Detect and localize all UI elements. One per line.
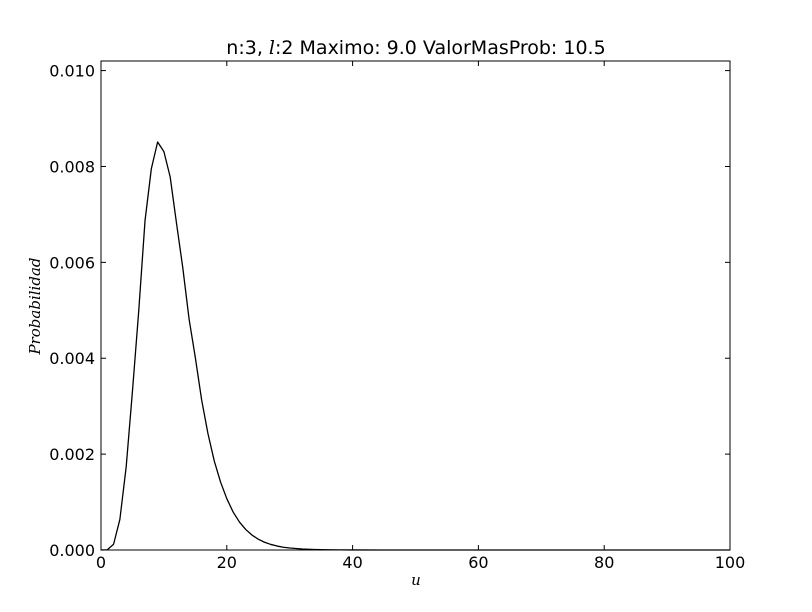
y-tick-label: 0.008 xyxy=(49,157,95,176)
x-tick-label: 80 xyxy=(594,553,614,572)
y-tick-label: 0.000 xyxy=(49,541,95,560)
x-axis-label: u xyxy=(411,571,421,589)
axes-frame xyxy=(100,60,731,551)
y-axis: 0.000 0.002 0.004 0.006 0.008 0.010 xyxy=(49,62,730,560)
y-tick-label: 0.010 xyxy=(49,62,95,81)
chart-title-symbol: l xyxy=(269,37,275,59)
chart-title-suffix: :2 Maximo: 9.0 ValorMasProb: 10.5 xyxy=(275,37,606,59)
x-axis: 0 20 40 60 80 100 xyxy=(96,61,745,572)
y-axis-label: Probabilidad xyxy=(26,258,44,356)
y-tick-label: 0.006 xyxy=(49,253,95,272)
chart-title: n:3, l:2 Maximo: 9.0 ValorMasProb: 10.5 xyxy=(226,37,605,59)
x-tick-label: 60 xyxy=(468,553,488,572)
x-tick-label: 40 xyxy=(342,553,362,572)
x-tick-label: 20 xyxy=(217,553,237,572)
y-tick-label: 0.004 xyxy=(49,349,95,368)
chart-title-prefix: n:3, xyxy=(226,37,269,59)
y-tick-label: 0.002 xyxy=(49,445,95,464)
x-tick-label: 100 xyxy=(715,553,746,572)
x-tick-label: 0 xyxy=(96,553,106,572)
